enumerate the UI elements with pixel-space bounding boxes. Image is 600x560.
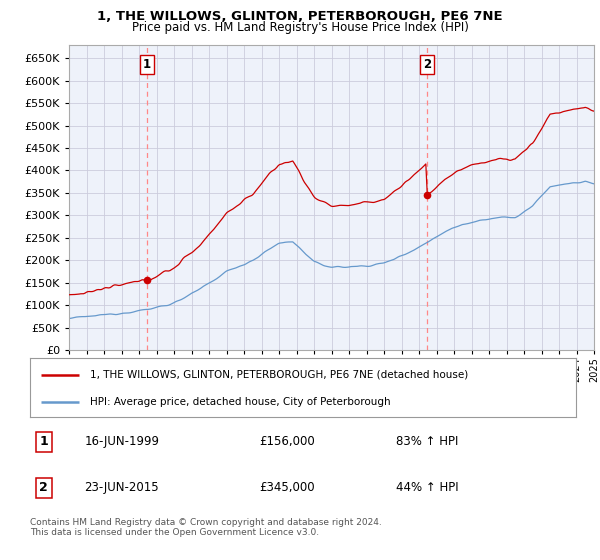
Text: £156,000: £156,000	[259, 435, 315, 449]
Text: Price paid vs. HM Land Registry's House Price Index (HPI): Price paid vs. HM Land Registry's House …	[131, 21, 469, 34]
Text: 2: 2	[39, 482, 48, 494]
Text: 1, THE WILLOWS, GLINTON, PETERBOROUGH, PE6 7NE (detached house): 1, THE WILLOWS, GLINTON, PETERBOROUGH, P…	[90, 370, 469, 380]
Text: 1, THE WILLOWS, GLINTON, PETERBOROUGH, PE6 7NE: 1, THE WILLOWS, GLINTON, PETERBOROUGH, P…	[97, 10, 503, 23]
Text: 2: 2	[423, 58, 431, 71]
Text: HPI: Average price, detached house, City of Peterborough: HPI: Average price, detached house, City…	[90, 397, 391, 407]
Text: £345,000: £345,000	[259, 482, 315, 494]
Text: 16-JUN-1999: 16-JUN-1999	[85, 435, 160, 449]
Text: 1: 1	[143, 58, 151, 71]
Text: Contains HM Land Registry data © Crown copyright and database right 2024.
This d: Contains HM Land Registry data © Crown c…	[30, 518, 382, 538]
Text: 23-JUN-2015: 23-JUN-2015	[85, 482, 159, 494]
Text: 44% ↑ HPI: 44% ↑ HPI	[396, 482, 458, 494]
Text: 1: 1	[39, 435, 48, 449]
Text: 83% ↑ HPI: 83% ↑ HPI	[396, 435, 458, 449]
